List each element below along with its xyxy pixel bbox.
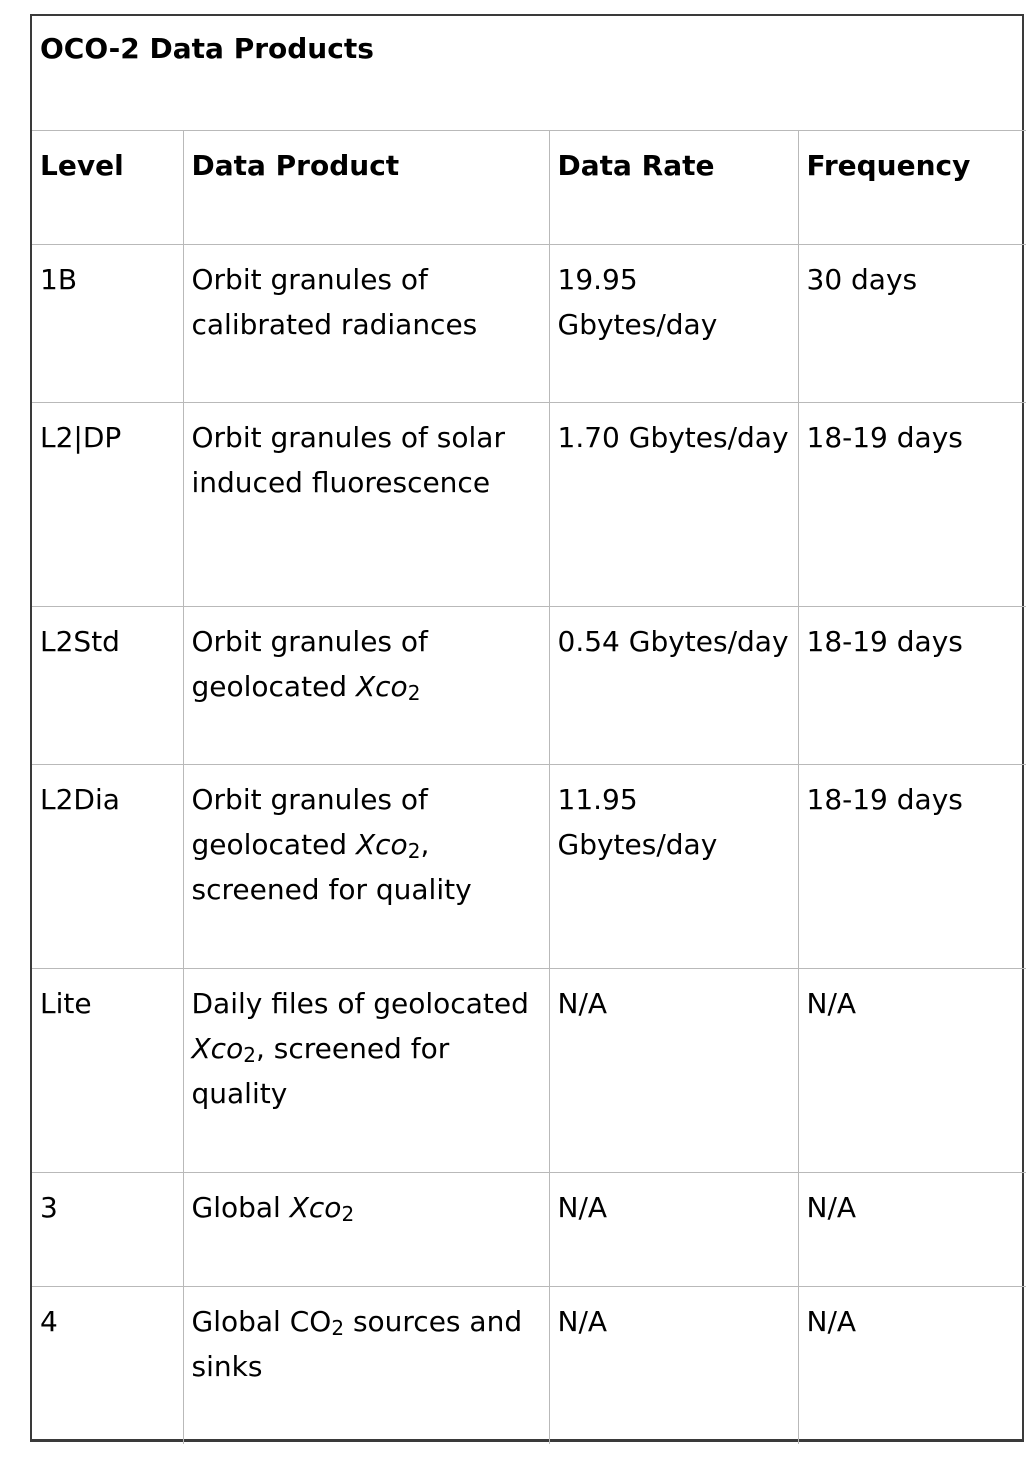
- header-product: Data Product: [182, 129, 550, 245]
- product-text: Daily files of geolocated: [191, 986, 529, 1020]
- cell-product: Orbit granules of geolocated Xco2, scree…: [182, 763, 550, 969]
- cell-frequency: 30 days: [797, 243, 1027, 403]
- cell-product: Global CO2 sources and sinks: [182, 1285, 550, 1444]
- cell-rate: N/A: [548, 1285, 799, 1444]
- cell-level: L2Std: [32, 605, 184, 765]
- header-row: Level Data Product Data Rate Frequency: [32, 129, 1027, 245]
- data-products-table: OCO-2 Data Products Level Data Product D…: [30, 14, 1027, 1444]
- subscript: 2: [331, 1315, 345, 1340]
- header-frequency: Frequency: [797, 129, 1027, 245]
- cell-frequency: N/A: [797, 1285, 1027, 1444]
- cell-product: Orbit granules of calibrated radiances: [182, 243, 550, 403]
- table-row: 1B Orbit granules of calibrated radiance…: [32, 243, 1027, 403]
- table-row: L2|DP Orbit granules of solar induced fl…: [32, 401, 1027, 607]
- cell-level: 4: [32, 1285, 184, 1444]
- cell-frequency: 18-19 days: [797, 763, 1027, 969]
- cell-frequency: N/A: [797, 1171, 1027, 1287]
- product-text: Orbit granules of geolocated: [191, 782, 428, 861]
- table-row: 3 Global Xco2 N/A N/A: [32, 1171, 1027, 1287]
- table: OCO-2 Data Products Level Data Product D…: [32, 16, 1027, 1444]
- subscript: 2: [243, 1042, 256, 1067]
- caption-row: OCO-2 Data Products: [32, 16, 1027, 131]
- product-text: Orbit granules of calibrated radiances: [191, 262, 478, 341]
- product-text-post: , screened for quality: [191, 1031, 450, 1110]
- product-text: Orbit granules of geolocated: [191, 624, 428, 703]
- subscript: 2: [407, 680, 421, 705]
- xco-variable: Xco: [289, 1190, 342, 1224]
- cell-frequency: N/A: [797, 967, 1027, 1173]
- cell-product: Global Xco2: [182, 1171, 550, 1287]
- subscript: 2: [341, 1201, 355, 1226]
- header-level: Level: [32, 129, 184, 245]
- table-caption: OCO-2 Data Products: [32, 16, 1027, 131]
- xco-variable: Xco: [355, 827, 408, 861]
- product-text: Orbit granules of solar induced fluoresc…: [191, 420, 505, 499]
- product-text-post: sources and sinks: [191, 1304, 523, 1383]
- product-text: Global: [191, 1190, 290, 1224]
- cell-level: Lite: [32, 967, 184, 1173]
- subscript: 2: [407, 838, 421, 863]
- table-row: L2Std Orbit granules of geolocated Xco2 …: [32, 605, 1027, 765]
- cell-product: Orbit granules of solar induced fluoresc…: [182, 401, 550, 607]
- cell-frequency: 18-19 days: [797, 605, 1027, 765]
- cell-rate: 11.95 Gbytes/day: [548, 763, 799, 969]
- header-rate: Data Rate: [548, 129, 799, 245]
- table-row: 4 Global CO2 sources and sinks N/A N/A: [32, 1285, 1027, 1444]
- product-text-post: , screened for quality: [191, 827, 472, 906]
- cell-frequency: 18-19 days: [797, 401, 1027, 607]
- table-row: L2Dia Orbit granules of geolocated Xco2,…: [32, 763, 1027, 969]
- cell-level: 3: [32, 1171, 184, 1287]
- xco-variable: Xco: [191, 1031, 244, 1065]
- cell-rate: 1.70 Gbytes/day: [548, 401, 799, 607]
- cell-rate: 0.54 Gbytes/day: [548, 605, 799, 765]
- xco-variable: Xco: [355, 669, 408, 703]
- cell-rate: 19.95 Gbytes/day: [548, 243, 799, 403]
- cell-rate: N/A: [548, 1171, 799, 1287]
- cell-level: L2Dia: [32, 763, 184, 969]
- cell-rate: N/A: [548, 967, 799, 1173]
- cell-level: L2|DP: [32, 401, 184, 607]
- cell-level: 1B: [32, 243, 184, 403]
- cell-product: Daily files of geolocated Xco2, screened…: [182, 967, 550, 1173]
- cell-product: Orbit granules of geolocated Xco2: [182, 605, 550, 765]
- table-row: Lite Daily files of geolocated Xco2, scr…: [32, 967, 1027, 1173]
- product-text: Global CO: [191, 1304, 332, 1338]
